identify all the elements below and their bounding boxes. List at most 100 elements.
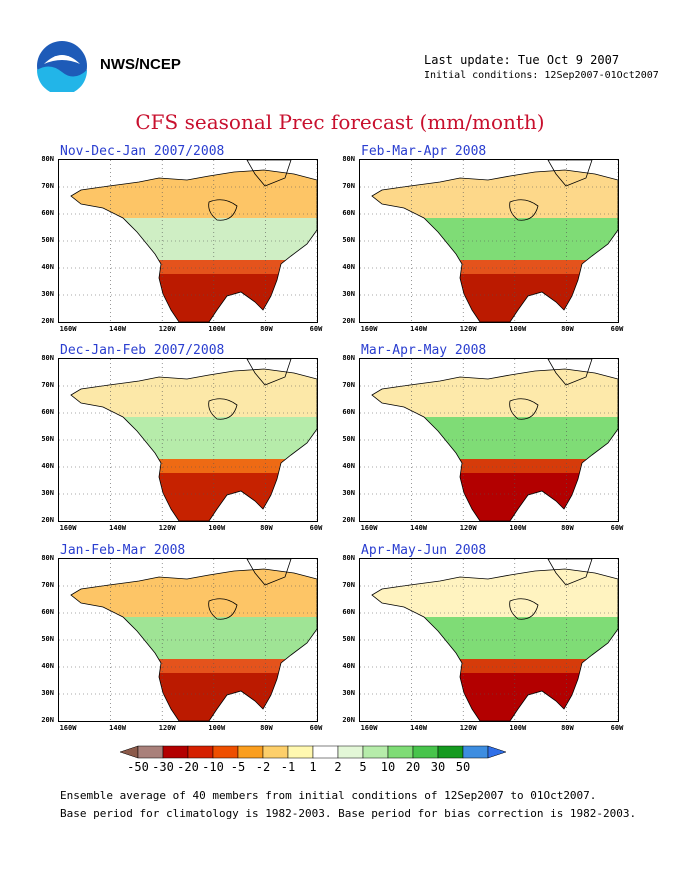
lat-label: 30N [342,689,355,697]
lon-label: 80W [561,724,574,732]
page-title: CFS seasonal Prec forecast (mm/month) [135,110,545,134]
lon-label: 140W [109,524,127,532]
lon-label: 140W [109,724,127,732]
panel-title: Jan-Feb-Mar 2008 [60,543,186,558]
lat-label: 40N [41,462,54,470]
lat-label: 70N [41,182,54,190]
legend-swatch [437,745,464,759]
lon-label: 80W [561,325,574,333]
lon-label: 120W [459,524,477,532]
legend-arrow [487,745,507,759]
lat-label: 70N [41,581,54,589]
lon-label: 100W [208,325,226,333]
lon-label: 60W [309,724,323,732]
forecast-map [359,159,619,323]
lat-label: 70N [342,581,355,589]
panel-title: Mar-Apr-May 2008 [361,343,487,358]
lat-label: 20N [342,516,355,524]
legend-swatch [387,745,414,759]
last-update: Last update: Tue Oct 9 2007 [424,53,620,67]
map-canvas [59,160,317,322]
legend-label: -1 [280,760,296,774]
map-canvas [360,359,618,521]
legend-swatch [162,745,189,759]
legend-label: -2 [255,760,271,774]
lat-label: 50N [342,435,355,443]
lat-label: 20N [41,317,54,325]
legend-label: 2 [334,760,342,774]
lon-label: 120W [158,724,176,732]
legend-swatch [287,745,314,759]
panel-title: Nov-Dec-Jan 2007/2008 [60,144,225,159]
legend-label: -50 [127,760,149,774]
lon-label: 140W [410,325,428,333]
lat-label: 80N [41,354,54,362]
lat-label: 20N [342,317,355,325]
map-canvas [360,160,618,322]
lat-label: 20N [41,716,54,724]
lat-label: 20N [342,716,355,724]
lat-label: 80N [41,554,54,562]
noaa-logo-icon: noaa [37,41,87,92]
lon-label: 100W [509,524,527,532]
lat-label: 60N [41,608,54,616]
lon-label: 120W [459,325,477,333]
forecast-map [359,558,619,722]
legend-swatch [362,745,389,759]
panel-title: Dec-Jan-Feb 2007/2008 [60,343,225,358]
lat-label: 60N [41,408,54,416]
lat-label: 80N [41,155,54,163]
lat-label: 70N [342,381,355,389]
lat-label: 50N [41,435,54,443]
lat-label: 50N [41,635,54,643]
forecast-map [58,558,318,722]
lon-label: 60W [610,325,624,333]
legend-label: -30 [152,760,174,774]
legend-swatch [187,745,214,759]
lat-label: 30N [41,689,54,697]
panel-title: Apr-May-Jun 2008 [361,543,487,558]
footer-note-1: Ensemble average of 40 members from init… [60,789,597,802]
lon-label: 120W [459,724,477,732]
lon-label: 160W [59,325,77,333]
lon-label: 80W [260,325,273,333]
lat-label: 40N [41,263,54,271]
lon-label: 80W [260,524,273,532]
lon-label: 160W [59,524,77,532]
lon-label: 100W [208,524,226,532]
lon-label: 140W [410,524,428,532]
lon-label: 60W [309,325,323,333]
legend-swatch [262,745,289,759]
lat-label: 40N [342,662,355,670]
lon-label: 60W [309,524,323,532]
lon-label: 80W [561,524,574,532]
legend-swatch [462,745,489,759]
lat-label: 30N [41,290,54,298]
lat-label: 60N [342,209,355,217]
legend-arrow [119,745,139,759]
lat-label: 30N [342,489,355,497]
initial-conditions: Initial conditions: 12Sep2007-01Oct2007 [424,70,659,81]
map-canvas [360,559,618,721]
org-name: NWS/NCEP [100,56,181,73]
legend-label: 10 [380,760,396,774]
lat-label: 30N [41,489,54,497]
lat-label: 70N [342,182,355,190]
lon-label: 120W [158,524,176,532]
lon-label: 160W [360,524,378,532]
lat-label: 60N [342,608,355,616]
panel-title: Feb-Mar-Apr 2008 [361,144,487,159]
lon-label: 140W [410,724,428,732]
legend-label: 30 [430,760,446,774]
lat-label: 80N [342,354,355,362]
legend-label: 20 [405,760,421,774]
lat-label: 60N [342,408,355,416]
lat-label: 70N [41,381,54,389]
legend-swatch [137,745,164,759]
lat-label: 80N [342,155,355,163]
map-canvas [59,359,317,521]
lon-label: 60W [610,724,624,732]
lon-label: 140W [109,325,127,333]
lon-label: 160W [360,325,378,333]
lon-label: 80W [260,724,273,732]
